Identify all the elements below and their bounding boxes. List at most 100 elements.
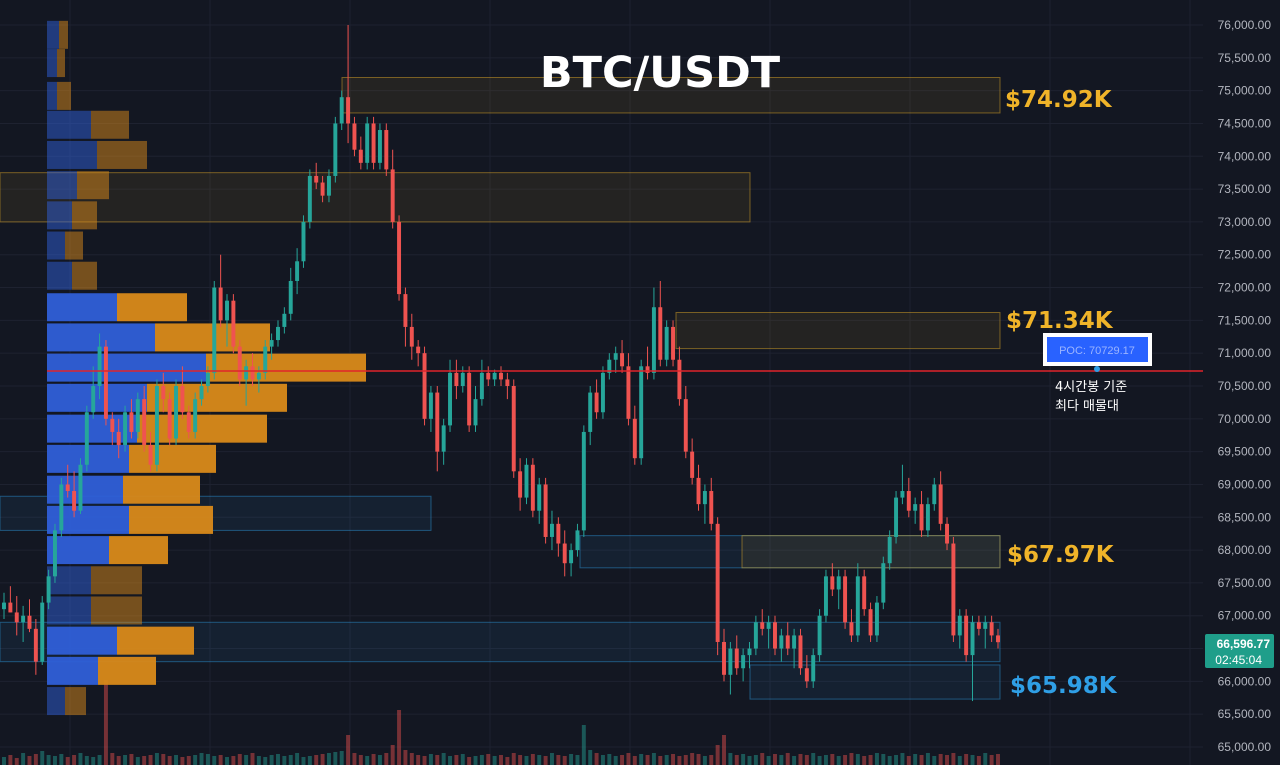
volume-bar: [575, 755, 580, 765]
volume-bar: [983, 753, 988, 765]
volume-bar: [600, 755, 605, 765]
price-tick-label: 75,000.00: [1218, 84, 1272, 98]
candle-body: [492, 372, 497, 380]
candle-body: [307, 175, 312, 222]
level-labels: $74.92K $71.34K $67.97K $65.98K: [1005, 87, 1118, 699]
volume-bar: [91, 757, 96, 765]
level-label: $71.34K: [1006, 308, 1114, 334]
volume-bar: [52, 756, 57, 765]
candle-body: [874, 602, 879, 636]
last-price-text: 66,596.77: [1217, 637, 1271, 651]
volume-bar: [148, 755, 153, 765]
volume-bar: [97, 755, 102, 765]
volume-profile-buy-bar: [47, 383, 147, 412]
volume-bar: [588, 750, 593, 765]
volume-bar: [460, 754, 465, 765]
candle-body: [945, 523, 950, 544]
volume-bar: [887, 756, 892, 765]
volume-bar: [161, 754, 166, 765]
candle-body: [435, 392, 440, 452]
price-tick-label: 73,500.00: [1218, 182, 1272, 196]
volume-bar: [932, 756, 937, 765]
volume-bar: [964, 754, 969, 765]
candle-body: [358, 149, 363, 163]
volume-bar: [722, 735, 726, 765]
candle-body: [881, 563, 886, 603]
volume-profile-buy-bar: [47, 49, 57, 78]
volume-bar: [562, 756, 567, 765]
volume-bar: [792, 756, 797, 765]
volume-profile-sell-bar: [65, 231, 83, 260]
price-tick-label: 75,500.00: [1218, 51, 1272, 65]
volume-bar: [881, 754, 886, 765]
candle-body: [460, 372, 465, 386]
candle-body: [161, 386, 166, 400]
candle-body: [390, 169, 395, 222]
candle-body: [237, 346, 242, 380]
candle-body: [747, 648, 752, 656]
volume-bar: [849, 753, 854, 765]
candle-body: [830, 576, 835, 590]
volume-bar: [951, 753, 956, 765]
candle-body: [397, 221, 402, 295]
candle-body: [212, 287, 217, 373]
candle-body: [339, 97, 344, 124]
volume-bar: [40, 751, 45, 765]
candle-body: [371, 123, 376, 163]
volume-bar: [84, 756, 89, 765]
volume-bar: [613, 756, 618, 765]
price-axis[interactable]: 76,000.00 75,500.00 75,000.00 74,500.00 74,0…: [1205, 18, 1274, 754]
candle-body: [205, 372, 210, 386]
candle-body: [486, 372, 491, 380]
volume-bar: [766, 756, 771, 765]
volume-bar: [677, 756, 682, 765]
candle-body: [862, 576, 867, 610]
price-tick-label: 71,000.00: [1218, 346, 1272, 360]
candle-body: [167, 399, 172, 439]
volume-bar: [21, 753, 26, 765]
volume-profile-sell-bar: [59, 20, 68, 49]
level-label: $67.97K: [1007, 542, 1115, 568]
volume-bar: [499, 755, 503, 765]
candle-body: [919, 504, 924, 531]
volume-bar: [868, 755, 873, 765]
volume-bar: [581, 725, 586, 765]
volume-bar: [511, 753, 516, 765]
volume-bar: [33, 754, 38, 765]
volume-profile-sell-bar: [117, 626, 194, 655]
volume-bar: [231, 756, 236, 765]
volume-bar: [664, 755, 669, 765]
candle-body: [836, 576, 841, 590]
volume-profile-sell-bar: [72, 201, 97, 230]
price-tick-label: 71,500.00: [1218, 313, 1272, 327]
candle-body: [792, 635, 797, 649]
volume-bar: [59, 754, 64, 765]
volume-bar: [218, 755, 223, 765]
volume-bar: [741, 754, 746, 765]
volume-bar: [728, 753, 733, 765]
volume-profile-buy-bar: [47, 505, 129, 534]
volume-bar: [428, 754, 433, 765]
volume-profile-sell-bar: [117, 293, 187, 322]
volume-bar: [339, 751, 344, 765]
candle-body: [276, 326, 280, 341]
candle-body: [218, 287, 223, 321]
volume-bar: [671, 754, 676, 765]
candle-body: [645, 366, 650, 373]
candle-body: [40, 602, 45, 662]
volume-bar: [817, 756, 822, 765]
poc-label-box: [1047, 337, 1148, 362]
volume-profile-buy-bar: [47, 20, 59, 49]
candle-body: [352, 123, 357, 150]
volume-profile-buy-bar: [47, 293, 117, 322]
price-tick-label: 66,000.00: [1218, 674, 1272, 688]
volume-profile-sell-bar: [206, 353, 366, 382]
candle-body: [103, 346, 108, 419]
volume-bar: [556, 755, 561, 765]
price-tick-label: 67,000.00: [1218, 609, 1272, 623]
candle-body: [346, 97, 351, 124]
candle-body: [639, 366, 644, 459]
candle-body: [301, 221, 306, 262]
